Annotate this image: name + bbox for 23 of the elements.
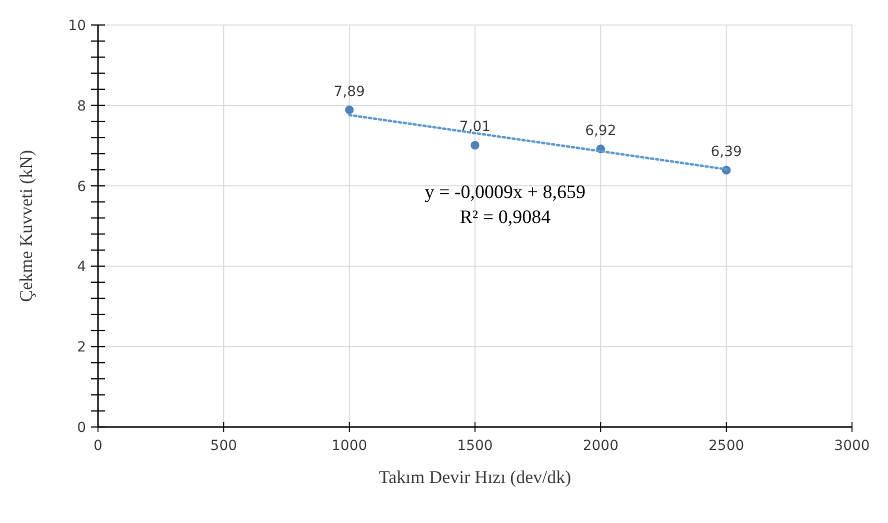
y-tick-label: 2 bbox=[77, 340, 86, 356]
annotation: R² = 0,9084 bbox=[460, 206, 552, 228]
x-tick-label: 2500 bbox=[708, 438, 744, 454]
y-tick-label: 4 bbox=[77, 259, 86, 276]
annotation: y = -0,0009x + 8,659 bbox=[424, 182, 586, 203]
point bbox=[344, 105, 354, 114]
x-tick-label: 2000 bbox=[582, 438, 618, 454]
x-tick-label: 1500 bbox=[457, 438, 493, 454]
x-tick-label: 3000 bbox=[834, 438, 870, 454]
data-label: 7,89 bbox=[334, 84, 365, 100]
x-axis-title: Takım Devir Hızı (dev/dk) bbox=[378, 467, 572, 487]
y-tick-label: 0 bbox=[77, 420, 86, 436]
data-label: 6,39 bbox=[710, 144, 742, 160]
x-tick-label: 1000 bbox=[332, 438, 368, 454]
data-label: 7,01 bbox=[459, 119, 491, 136]
y-tick-label: 6 bbox=[77, 178, 86, 195]
y-tick-label: 8 bbox=[77, 98, 86, 114]
point bbox=[470, 140, 480, 150]
y-axis-title: Çekme Kuvveti (kN) bbox=[16, 150, 36, 302]
y-tick-label: 10 bbox=[68, 18, 86, 34]
x-tick-label: 500 bbox=[210, 438, 238, 454]
data-label: 6,92 bbox=[585, 122, 616, 139]
x-tick-label: 0 bbox=[94, 438, 102, 454]
